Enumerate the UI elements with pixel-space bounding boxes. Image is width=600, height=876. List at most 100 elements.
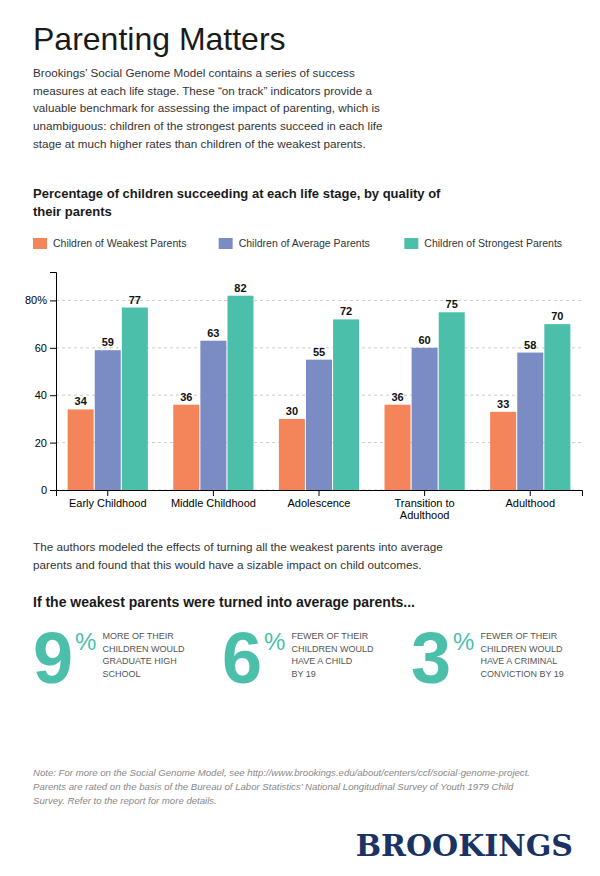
bar (385, 405, 411, 490)
y-tick: 60 (35, 342, 56, 354)
y-tick: 80% (25, 294, 56, 306)
bar (306, 360, 332, 490)
chart-title: Percentage of children succeeding at eac… (33, 186, 441, 219)
stat: 9%MORE OF THEIRCHILDREN WOULDGRADUATE HI… (33, 618, 185, 698)
y-axis-line (50, 273, 57, 491)
legend-label: Children of Strongest Parents (424, 237, 562, 249)
note-text: Note: For more on the Social Genome Mode… (33, 767, 530, 807)
data-label: 63 (207, 327, 219, 339)
x-axis: Early Childhood Middle Childhood Adolescen… (57, 490, 583, 521)
x-axis-line (57, 491, 583, 497)
x-tick: Adolescence (288, 490, 351, 509)
x-tick-label: Middle Childhood (171, 497, 256, 509)
intro-text: Brookings’ Social Genome Model contains … (33, 66, 383, 149)
data-label: 59 (102, 336, 114, 348)
y-tick-label: 60 (35, 342, 47, 354)
x-tick: Adulthood (505, 490, 555, 509)
y-axis: 0 20 40 60 80% (25, 273, 57, 497)
logo: BROOKINGS (356, 828, 573, 863)
legend-item: Children of Weakest Parents (33, 237, 186, 249)
body-text: The authors modeled the effects of turni… (33, 540, 443, 571)
bars (68, 296, 571, 490)
data-label: 36 (391, 391, 403, 403)
x-tick: Middle Childhood (171, 490, 256, 509)
y-tick-mark (50, 443, 56, 444)
data-label: 77 (129, 294, 141, 306)
bar (200, 341, 226, 490)
y-tick-label: 0 (41, 484, 47, 496)
bar (173, 405, 199, 490)
bar (544, 324, 570, 490)
legend-swatch (219, 238, 233, 249)
y-tick: 0 (41, 484, 56, 496)
x-tick-label: Early Childhood (69, 497, 147, 509)
data-label: 34 (75, 395, 88, 407)
x-tick-label: Adulthood (505, 497, 555, 509)
legend-label: Children of Weakest Parents (53, 237, 186, 249)
y-tick: 20 (35, 437, 56, 449)
stat: 6%FEWER OF THEIRCHILDREN WOULDHAVE A CHI… (222, 618, 374, 698)
x-tick-mark (424, 490, 425, 496)
y-tick-mark (50, 348, 56, 349)
data-label: 72 (340, 305, 352, 317)
x-tick-label: Transition toAdulthood (395, 497, 455, 522)
data-label: 75 (446, 298, 458, 310)
data-label: 60 (418, 334, 430, 346)
bar-series (95, 341, 544, 490)
bar (95, 350, 121, 490)
y-tick-label: 80% (25, 294, 47, 306)
legend-item: Children of Strongest Parents (404, 237, 562, 249)
bar-series (122, 296, 571, 490)
data-label: 58 (524, 339, 536, 351)
chart: Children of Weakest Parents Children of A… (25, 237, 583, 522)
stat-label: FEWER OF THEIRCHILDREN WOULDHAVE A CHILD… (291, 631, 374, 679)
y-tick-mark (50, 300, 56, 301)
grid (56, 300, 582, 490)
bar (227, 296, 253, 490)
legend-label: Children of Average Parents (239, 237, 370, 249)
stat-label: FEWER OF THEIRCHILDREN WOULDHAVE A CRIMI… (480, 631, 563, 679)
legend-swatch (33, 238, 47, 249)
y-tick-label: 20 (35, 437, 47, 449)
y-tick-label: 40 (35, 389, 47, 401)
legend: Children of Weakest Parents Children of A… (33, 237, 562, 249)
x-tick-mark (530, 490, 531, 496)
bar (490, 412, 516, 490)
x-tick-mark (213, 490, 214, 496)
legend-swatch (404, 238, 418, 249)
stat-unit: % (75, 628, 96, 655)
data-label: 36 (180, 391, 192, 403)
data-label: 70 (551, 310, 563, 322)
data-label: 30 (286, 405, 298, 417)
y-tick-mark (50, 395, 56, 396)
stat-number: 6 (222, 618, 262, 698)
stat-unit: % (453, 628, 474, 655)
x-tick-label: Adolescence (288, 497, 351, 509)
data-label: 82 (234, 282, 246, 294)
page-title: Parenting Matters (33, 21, 286, 57)
bar (412, 348, 438, 490)
bar (122, 308, 148, 490)
data-label: 33 (497, 398, 509, 410)
x-tick-mark (319, 490, 320, 496)
stat-unit: % (264, 628, 285, 655)
bar (333, 319, 359, 490)
bar (279, 419, 305, 490)
data-label: 55 (313, 346, 325, 358)
bar (68, 409, 94, 490)
page: Parenting Matters Brookings’ Social Genom… (0, 0, 600, 876)
bar (439, 312, 465, 490)
bar (517, 353, 543, 490)
x-tick-mark (107, 490, 108, 496)
y-tick-mark (50, 490, 56, 491)
x-tick: Early Childhood (69, 490, 147, 509)
stat-number: 9 (33, 618, 73, 698)
stat-number: 3 (411, 618, 451, 698)
legend-item: Children of Average Parents (219, 237, 370, 249)
data-labels: 34 36 30 36 33 59 63 55 60 58 77 82 72 75 70 (75, 282, 564, 417)
section-title: If the weakest parents were turned into … (33, 594, 415, 610)
stat-label: MORE OF THEIRCHILDREN WOULDGRADUATE HIGH… (102, 631, 185, 679)
stat: 3%FEWER OF THEIRCHILDREN WOULDHAVE A CRI… (411, 618, 564, 698)
y-tick: 40 (35, 389, 56, 401)
x-tick: Transition toAdulthood (395, 490, 455, 521)
